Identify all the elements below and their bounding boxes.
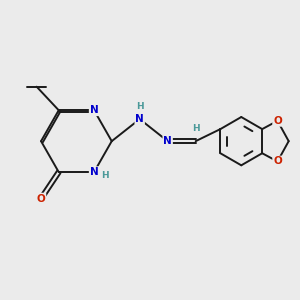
Text: N: N bbox=[90, 105, 98, 115]
Text: O: O bbox=[37, 194, 45, 204]
Text: O: O bbox=[273, 116, 282, 126]
Text: H: H bbox=[136, 102, 144, 111]
Text: N: N bbox=[90, 167, 98, 177]
Text: O: O bbox=[273, 157, 282, 166]
Text: N: N bbox=[163, 136, 172, 146]
Text: N: N bbox=[135, 114, 144, 124]
Text: H: H bbox=[101, 171, 109, 180]
Text: H: H bbox=[192, 124, 200, 133]
